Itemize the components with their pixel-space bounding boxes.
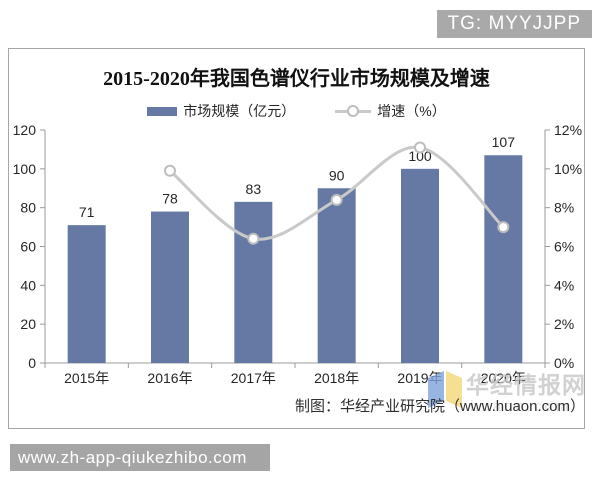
chart-container: 2015-2020年我国色谱仪行业市场规模及增速 市场规模（亿元） 增速（%） [8,48,585,429]
line-series-swatch-icon [335,105,372,117]
legend: 市场规模（亿元） 增速（%） [9,101,584,121]
bar-series-swatch-icon [147,106,178,116]
legend-item-market-size: 市场规模（亿元） [147,101,295,121]
source-note: 制图：华经产业研究院（www.huaon.com） [294,398,585,415]
open-book-logo-icon [428,371,462,408]
legend-label-market-size: 市场规模（亿元） [183,103,296,119]
legend-label-growth-rate: 增速（%） [377,103,446,119]
telegram-badge: TG: MYYJJPP [436,10,592,38]
line-marker-icon [347,105,360,117]
watermark-ghost: huaon.com [470,398,572,415]
chart-title: 2015-2020年我国色谱仪行业市场规模及增速 [103,68,490,90]
footer-url-bar: www.zh-app-qiukezhibo.com [10,444,270,471]
watermark-brand: 华经情报网 [466,372,586,398]
legend-item-growth-rate: 增速（%） [335,101,446,121]
